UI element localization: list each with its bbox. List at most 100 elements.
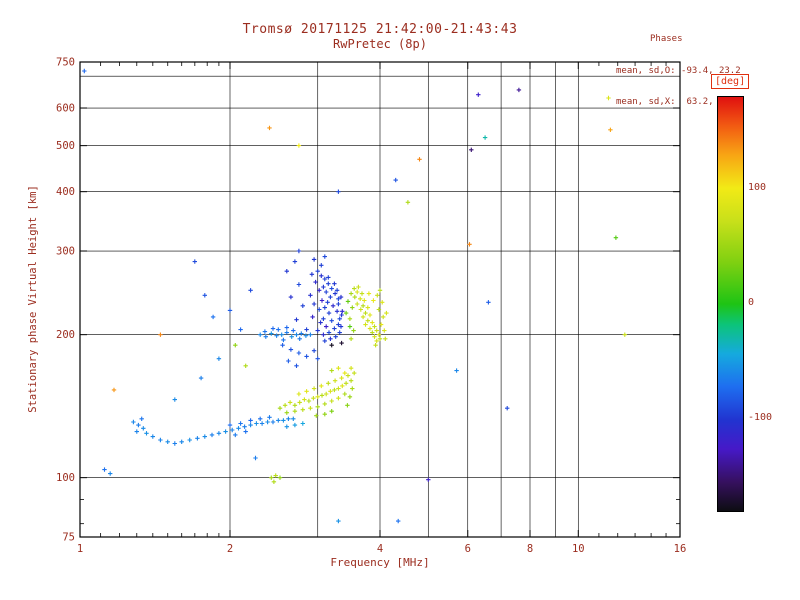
- data-point: [358, 307, 363, 312]
- data-point: [141, 426, 146, 431]
- data-point: [286, 416, 291, 421]
- data-point: [350, 305, 355, 310]
- data-point: [315, 269, 320, 274]
- data-point: [374, 328, 379, 333]
- data-point: [315, 404, 320, 409]
- data-point: [276, 418, 281, 423]
- data-point: [319, 263, 324, 268]
- data-point: [158, 437, 163, 443]
- data-point: [315, 394, 320, 399]
- data-point: [243, 363, 248, 368]
- data-point: [467, 242, 472, 247]
- y-tick-label: 300: [56, 246, 75, 258]
- data-point: [187, 437, 192, 443]
- data-point: [426, 477, 431, 482]
- data-point: [362, 298, 367, 303]
- data-point: [393, 177, 398, 183]
- data-point: [482, 135, 488, 140]
- data-point: [299, 331, 304, 336]
- data-point: [308, 406, 313, 411]
- data-point: [292, 403, 298, 408]
- data-point: [227, 308, 233, 313]
- data-point: [367, 312, 373, 318]
- y-tick-label: 600: [56, 103, 75, 115]
- data-point: [336, 396, 341, 401]
- data-point: [294, 332, 299, 337]
- data-point: [352, 286, 357, 291]
- data-point: [352, 294, 357, 300]
- data-point: [375, 293, 380, 298]
- x-tick-label: 6: [465, 543, 471, 555]
- data-point: [373, 343, 378, 348]
- data-point: [322, 305, 327, 310]
- data-point: [322, 254, 327, 259]
- data-point: [291, 328, 296, 333]
- data-point: [332, 281, 337, 286]
- data-point: [476, 92, 481, 97]
- y-tick-label: 200: [56, 329, 75, 341]
- data-point: [300, 421, 305, 426]
- data-point: [326, 330, 332, 335]
- data-point: [311, 348, 317, 353]
- data-point: [608, 127, 613, 132]
- data-point: [384, 310, 389, 316]
- data-point: [340, 309, 345, 314]
- data-point: [287, 400, 293, 405]
- data-point: [317, 288, 322, 293]
- data-point: [336, 296, 341, 301]
- data-point: [372, 334, 377, 339]
- data-point: [82, 68, 87, 74]
- data-point: [297, 336, 302, 341]
- data-point: [355, 301, 360, 307]
- data-point: [339, 312, 344, 318]
- data-point: [102, 467, 107, 472]
- data-point: [304, 354, 309, 359]
- data-point: [248, 422, 253, 428]
- data-point: [339, 340, 344, 346]
- data-point: [363, 310, 368, 316]
- data-point: [326, 281, 331, 286]
- data-point: [136, 422, 141, 428]
- data-point: [227, 422, 233, 428]
- data-point: [284, 330, 289, 335]
- data-point: [329, 409, 334, 414]
- data-point: [332, 378, 338, 383]
- x-tick-label: 10: [572, 543, 585, 555]
- data-point: [350, 386, 355, 391]
- data-point: [326, 310, 332, 316]
- data-point: [179, 439, 184, 444]
- data-point: [360, 303, 366, 308]
- data-point: [233, 432, 238, 438]
- data-point: [308, 293, 313, 298]
- data-point: [238, 327, 243, 332]
- data-point: [345, 403, 350, 408]
- data-point: [238, 421, 243, 426]
- data-point: [269, 475, 274, 480]
- data-point: [326, 381, 331, 386]
- data-point: [172, 441, 177, 446]
- data-point: [291, 416, 296, 421]
- data-point: [289, 334, 294, 339]
- data-point: [242, 424, 247, 429]
- data-point: [281, 418, 286, 423]
- data-point: [336, 518, 341, 524]
- data-point: [321, 284, 326, 290]
- data-point: [165, 439, 170, 444]
- data-point: [367, 326, 373, 331]
- data-point: [297, 400, 302, 405]
- data-point: [306, 398, 312, 404]
- data-point: [216, 431, 222, 436]
- data-point: [284, 325, 289, 330]
- data-point: [328, 336, 333, 341]
- data-point: [308, 332, 313, 337]
- x-tick-label: 1: [77, 543, 83, 555]
- data-point: [333, 334, 338, 339]
- data-point: [319, 273, 324, 278]
- data-point: [378, 322, 384, 327]
- data-point: [304, 327, 309, 332]
- data-point: [292, 422, 298, 428]
- y-tick-label: 750: [56, 57, 75, 69]
- x-tick-label: 8: [527, 543, 533, 555]
- data-point: [334, 309, 340, 314]
